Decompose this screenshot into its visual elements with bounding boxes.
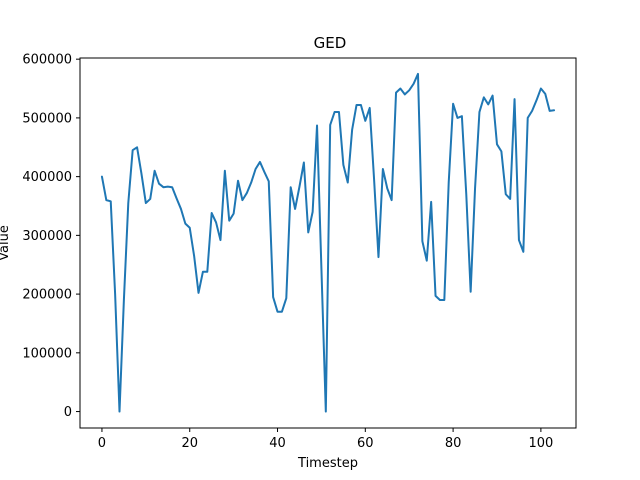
y-axis-label: Value xyxy=(0,225,12,261)
y-tick-label: 500000 xyxy=(22,111,72,126)
x-tick-label: 20 xyxy=(181,436,198,451)
y-tick-label: 200000 xyxy=(22,288,72,303)
x-tick-label: 60 xyxy=(357,436,374,451)
chart-title: GED xyxy=(314,34,347,52)
y-tick-label: 400000 xyxy=(22,170,72,185)
x-tick-label: 80 xyxy=(445,436,462,451)
y-tick-label: 300000 xyxy=(22,229,72,244)
plot-frame xyxy=(79,57,577,429)
y-tick-label: 100000 xyxy=(22,346,72,361)
x-axis-ticks: 0 20 40 60 80 100 xyxy=(98,428,553,451)
x-tick-label: 40 xyxy=(269,436,286,451)
x-tick-label: 100 xyxy=(528,436,553,451)
x-axis-label: Timestep xyxy=(297,456,358,471)
y-tick-label: 600000 xyxy=(22,53,72,68)
series-line xyxy=(100,72,556,413)
y-tick-label: 0 xyxy=(64,405,72,420)
y-axis-ticks: 0 100000 200000 300000 400000 500000 600000 xyxy=(22,53,80,420)
x-tick-label: 0 xyxy=(98,436,106,451)
